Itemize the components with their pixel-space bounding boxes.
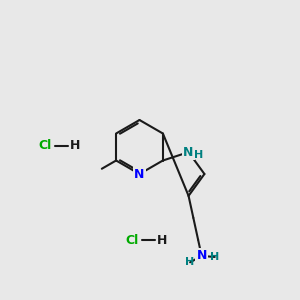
Text: Cl: Cl <box>125 233 139 247</box>
Text: N: N <box>134 167 145 181</box>
Text: H: H <box>157 233 167 247</box>
Text: Cl: Cl <box>38 139 52 152</box>
Text: H: H <box>210 252 219 262</box>
Text: N: N <box>196 249 207 262</box>
Text: H: H <box>194 150 203 160</box>
Text: N: N <box>183 146 194 159</box>
Text: H: H <box>70 139 80 152</box>
Text: H: H <box>185 257 195 267</box>
